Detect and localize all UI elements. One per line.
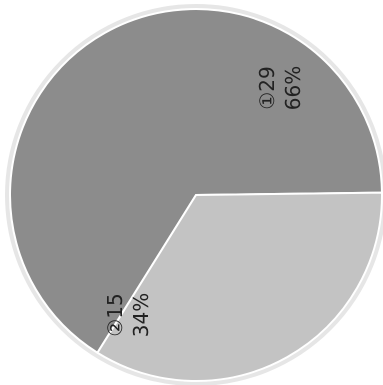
pie-slice-2 <box>96 191 383 382</box>
slice-percent-label: 66% <box>281 66 305 110</box>
slice-label-group-2: ②15 34% <box>103 293 153 337</box>
slice-value-label: ②15 <box>103 293 127 336</box>
pie-outline <box>5 4 383 385</box>
slice-percent-label: 34% <box>129 293 153 337</box>
pie-slices <box>9 8 383 382</box>
pie-slice-1 <box>9 8 383 355</box>
slice-value-label: ①29 <box>255 66 279 109</box>
pie-labels: ①29 66% ②15 34% <box>103 66 305 337</box>
slice-label-group-1: ①29 66% <box>255 66 305 110</box>
